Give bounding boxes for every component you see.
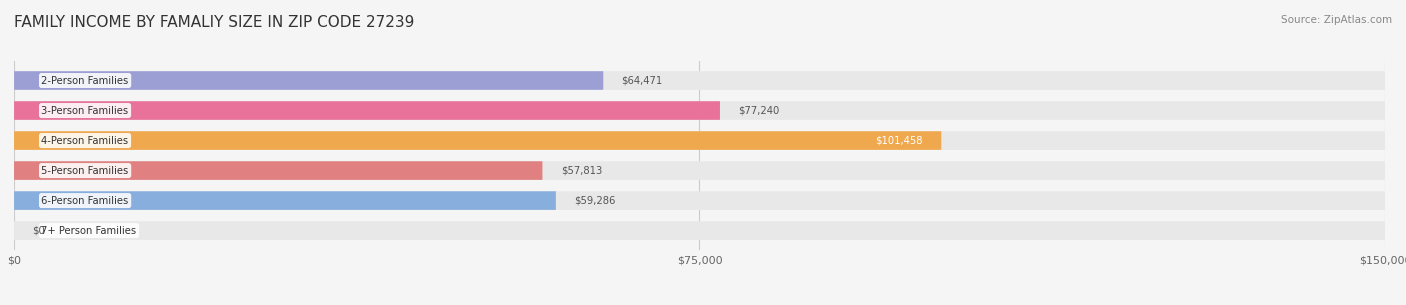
Text: 2-Person Families: 2-Person Families	[42, 76, 129, 85]
Text: $0: $0	[32, 226, 45, 235]
FancyBboxPatch shape	[14, 191, 555, 210]
FancyBboxPatch shape	[14, 101, 1385, 120]
FancyBboxPatch shape	[14, 101, 720, 120]
FancyBboxPatch shape	[14, 131, 1385, 150]
Text: 3-Person Families: 3-Person Families	[42, 106, 128, 116]
Text: 7+ Person Families: 7+ Person Families	[42, 226, 136, 235]
FancyBboxPatch shape	[14, 191, 1385, 210]
FancyBboxPatch shape	[14, 71, 603, 90]
Text: $77,240: $77,240	[738, 106, 779, 116]
Text: $59,286: $59,286	[574, 196, 616, 206]
Text: Source: ZipAtlas.com: Source: ZipAtlas.com	[1281, 15, 1392, 25]
Text: FAMILY INCOME BY FAMALIY SIZE IN ZIP CODE 27239: FAMILY INCOME BY FAMALIY SIZE IN ZIP COD…	[14, 15, 415, 30]
FancyBboxPatch shape	[14, 161, 1385, 180]
Text: 4-Person Families: 4-Person Families	[42, 135, 128, 145]
Text: $101,458: $101,458	[876, 135, 922, 145]
FancyBboxPatch shape	[14, 221, 1385, 240]
Text: $57,813: $57,813	[561, 166, 602, 176]
Text: $64,471: $64,471	[621, 76, 662, 85]
FancyBboxPatch shape	[14, 71, 1385, 90]
FancyBboxPatch shape	[14, 131, 941, 150]
Text: 6-Person Families: 6-Person Families	[42, 196, 129, 206]
FancyBboxPatch shape	[14, 161, 543, 180]
Text: 5-Person Families: 5-Person Families	[42, 166, 129, 176]
